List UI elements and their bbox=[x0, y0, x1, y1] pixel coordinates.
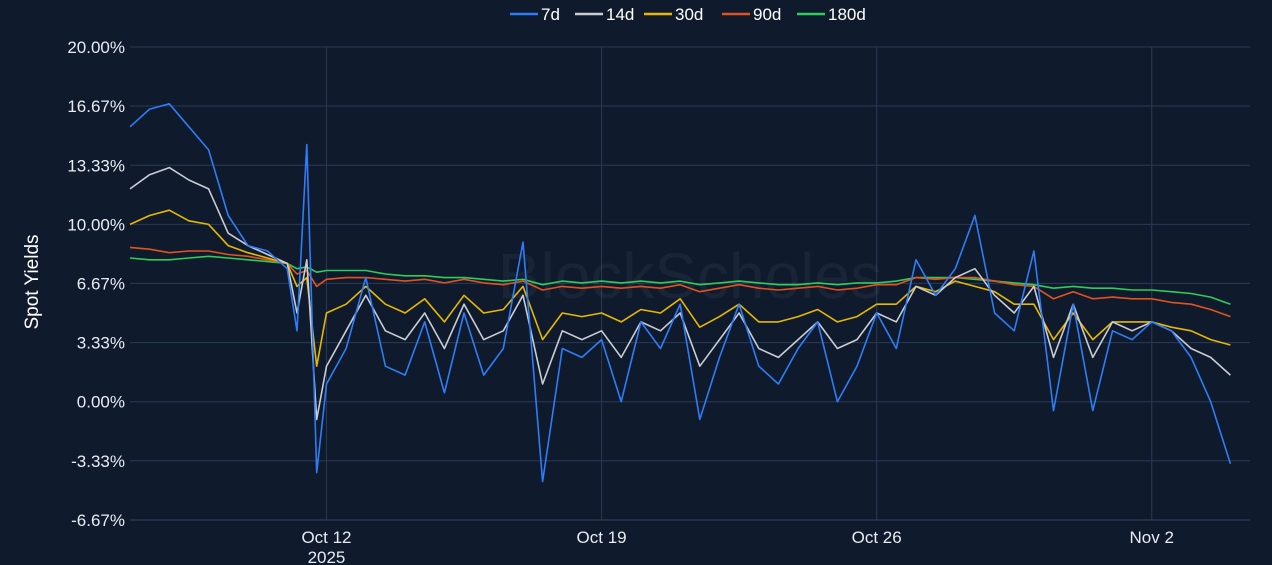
x-tick-label: Nov 2 bbox=[1130, 528, 1174, 547]
legend-item-90d[interactable]: 90d bbox=[722, 5, 781, 24]
x-tick-label: Oct 19 bbox=[577, 528, 627, 547]
y-tick-label: 13.33% bbox=[67, 156, 125, 175]
legend-label: 90d bbox=[753, 5, 781, 24]
series-line-90d bbox=[129, 246, 1231, 318]
series-lines bbox=[129, 103, 1232, 483]
legend-label: 14d bbox=[606, 5, 634, 24]
legend-item-14d[interactable]: 14d bbox=[575, 5, 634, 24]
legend-item-7d[interactable]: 7d bbox=[510, 5, 560, 24]
x-tick-year-label: 2025 bbox=[308, 548, 346, 565]
legend-label: 180d bbox=[828, 5, 866, 24]
y-tick-label: -3.33% bbox=[71, 452, 125, 471]
y-tick-label: 6.67% bbox=[77, 274, 125, 293]
watermark: BlockScholes bbox=[498, 240, 882, 312]
legend-item-180d[interactable]: 180d bbox=[797, 5, 866, 24]
y-tick-label: 16.67% bbox=[67, 97, 125, 116]
y-axis-title: Spot Yields bbox=[22, 234, 43, 329]
legend-label: 30d bbox=[675, 5, 703, 24]
y-tick-label: 3.33% bbox=[77, 334, 125, 353]
series-line-7d bbox=[129, 103, 1232, 483]
y-tick-label: -6.67% bbox=[71, 511, 125, 530]
legend[interactable]: 7d 14d 30d 90d 180d bbox=[510, 5, 866, 24]
legend-item-30d[interactable]: 30d bbox=[644, 5, 703, 24]
y-tick-label: 10.00% bbox=[67, 215, 125, 234]
legend-label: 7d bbox=[541, 5, 560, 24]
y-tick-label: 0.00% bbox=[77, 393, 125, 412]
y-tick-label: 20.00% bbox=[67, 38, 125, 57]
series-line-180d bbox=[129, 255, 1231, 305]
x-tick-label: Oct 26 bbox=[852, 528, 902, 547]
y-axis: 20.00% 16.67% 13.33% 10.00% 6.67% 3.33% 0.00% -… bbox=[67, 38, 125, 530]
x-tick-label: Oct 12 bbox=[301, 528, 351, 547]
